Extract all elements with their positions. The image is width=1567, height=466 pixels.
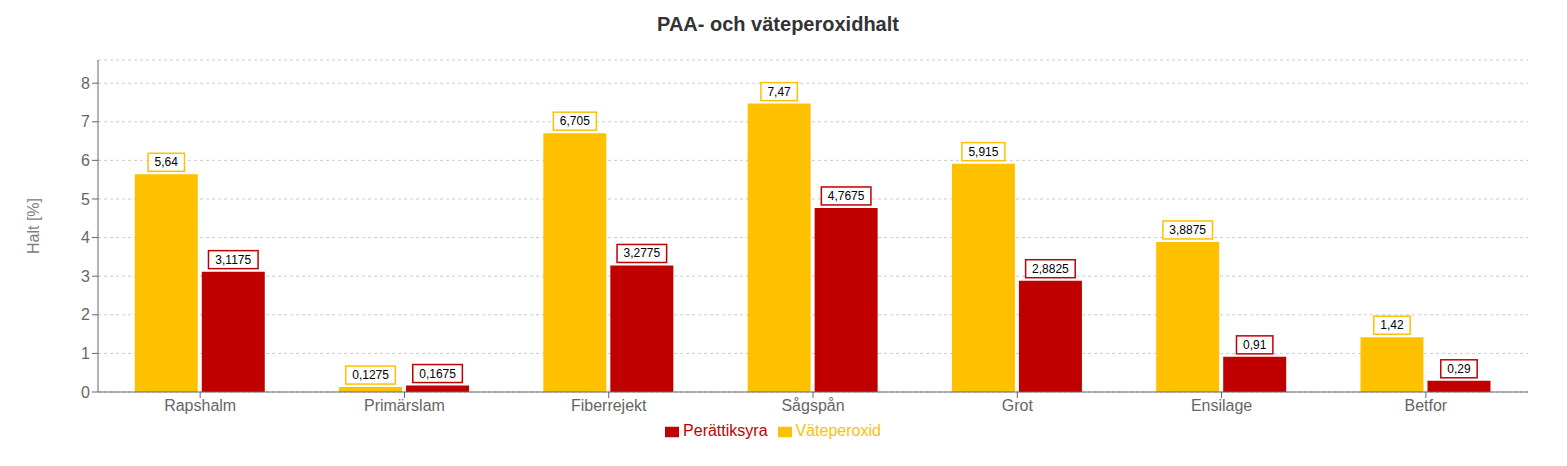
svg-text:5: 5 (81, 191, 90, 208)
svg-text:Ensilage: Ensilage (1191, 397, 1252, 414)
html-text:Väteperoxid: Väteperoxid (795, 422, 881, 439)
svg-text:8: 8 (81, 75, 90, 92)
svg-text:1: 1 (81, 345, 90, 362)
svg-text:Betfor: Betfor (1405, 397, 1448, 414)
svg-text:0: 0 (81, 384, 90, 401)
svg-text:5,915: 5,915 (968, 145, 998, 159)
svg-text:3,8875: 3,8875 (1169, 223, 1206, 237)
svg-text:6: 6 (81, 152, 90, 169)
html-text:PAA- och väteperoxidhalt: PAA- och väteperoxidhalt (657, 13, 899, 35)
svg-text:2: 2 (81, 306, 90, 323)
svg-text:Primärslam: Primärslam (364, 397, 445, 414)
html-text:Perättiksyra: Perättiksyra (683, 422, 768, 439)
svg-text:7,47: 7,47 (767, 85, 791, 99)
svg-text:2,8825: 2,8825 (1032, 262, 1069, 276)
svg-text:0,1675: 0,1675 (419, 367, 456, 381)
svg-text:0,91: 0,91 (1243, 338, 1267, 352)
svg-text:Grot: Grot (1002, 397, 1034, 414)
svg-text:0,1275: 0,1275 (352, 368, 389, 382)
svg-text:Rapshalm: Rapshalm (164, 397, 236, 414)
svg-text:5,64: 5,64 (155, 155, 179, 169)
svg-text:4: 4 (81, 229, 90, 246)
svg-text:3,1175: 3,1175 (215, 253, 251, 267)
svg-text:3,2775: 3,2775 (623, 246, 660, 260)
svg-text:6,705: 6,705 (560, 114, 590, 128)
svg-text:4,7675: 4,7675 (828, 189, 865, 203)
svg-text:7: 7 (81, 113, 90, 130)
svg-text:3: 3 (81, 268, 90, 285)
svg-text:Sågspån: Sågspån (781, 397, 844, 414)
svg-text:Halt [%]: Halt [%] (25, 198, 42, 254)
svg-text:Fiberrejekt: Fiberrejekt (571, 397, 647, 414)
svg-text:0,29: 0,29 (1447, 362, 1471, 376)
svg-text:1,42: 1,42 (1380, 318, 1404, 332)
